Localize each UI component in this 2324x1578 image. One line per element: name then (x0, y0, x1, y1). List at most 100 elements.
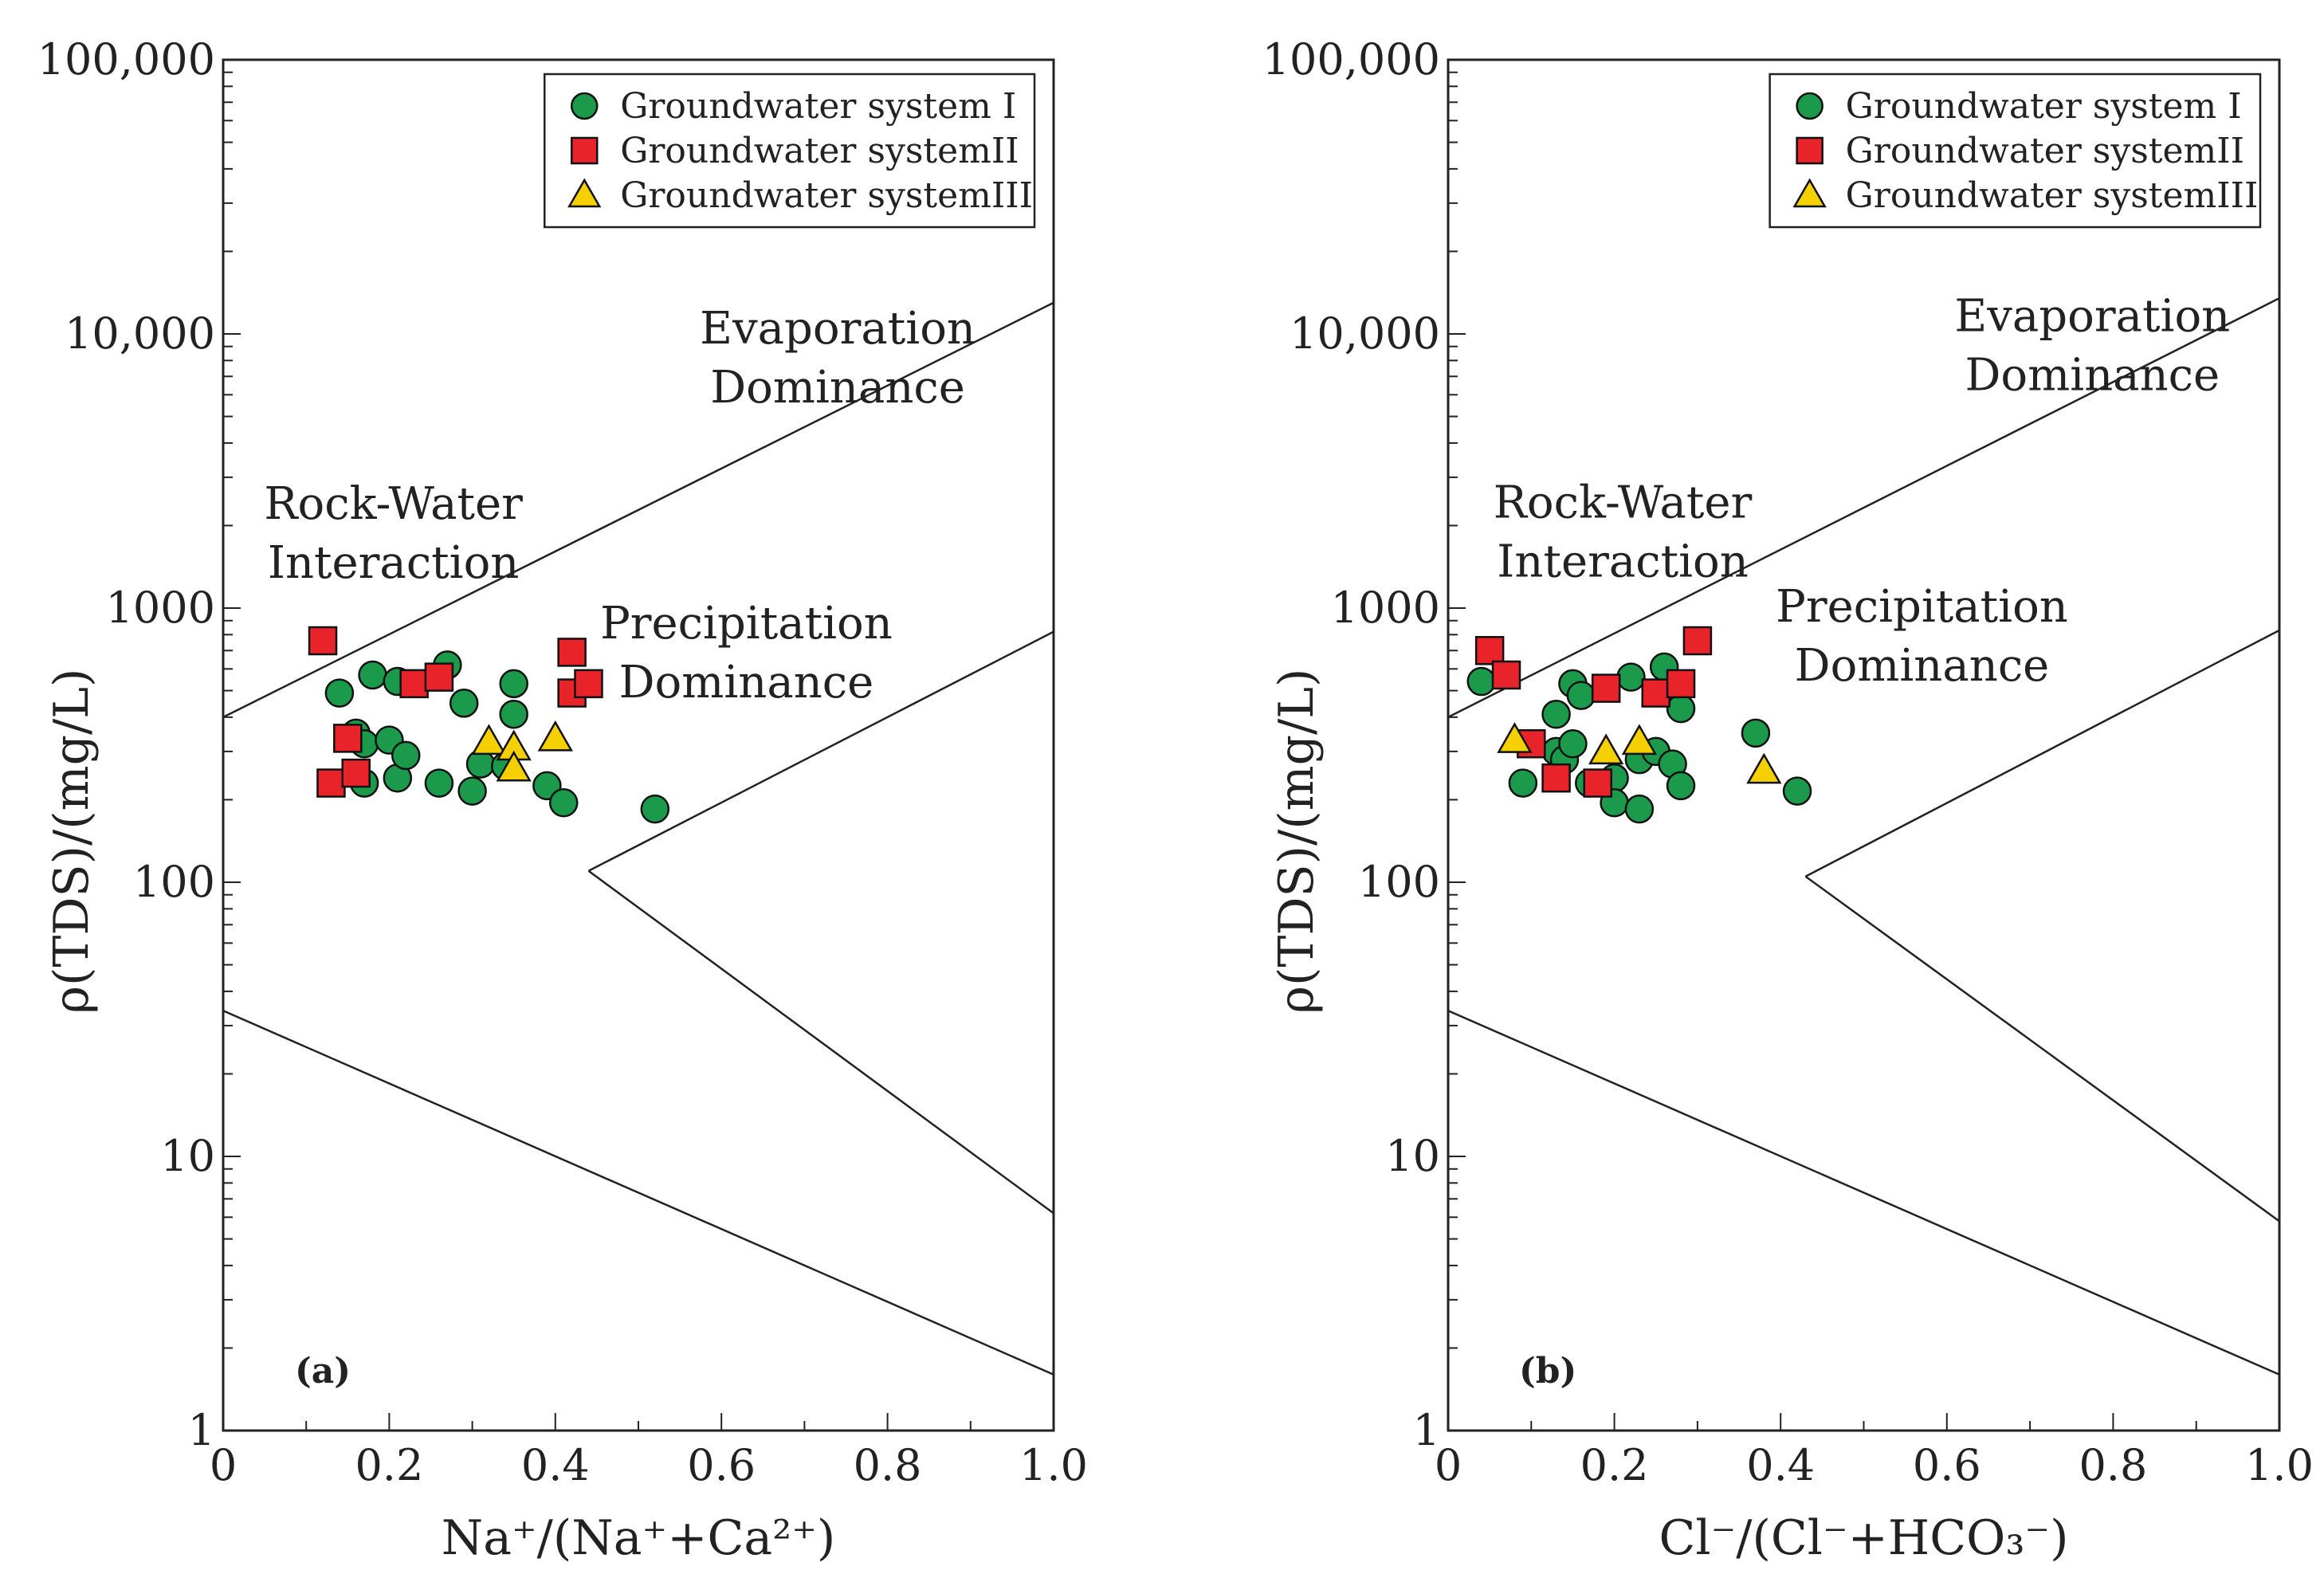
series-1 (1466, 652, 1812, 824)
y-tick-label: 1 (188, 1405, 215, 1455)
legend-box (1769, 73, 2262, 229)
data-point-square (333, 724, 363, 753)
data-point-circle (499, 699, 528, 729)
region-label-evaporation: Evaporation (700, 303, 976, 355)
data-point-circle (1782, 776, 1812, 806)
legend-marker-triangle (567, 178, 602, 208)
y-tick-label: 10,000 (1290, 308, 1440, 359)
data-point-square (1591, 673, 1621, 703)
legend-marker-square (571, 136, 599, 165)
data-point-circle (449, 689, 479, 718)
x-tick-label: 0.4 (1746, 1440, 1815, 1490)
series-3 (471, 720, 573, 782)
data-point-circle (1666, 771, 1696, 801)
x-tick-label: 0.8 (2079, 1440, 2147, 1490)
data-point-square (308, 626, 338, 656)
y-tick-label: 10,000 (65, 308, 215, 359)
boundary-line (587, 869, 1054, 1215)
data-point-circle (1508, 768, 1538, 798)
data-point-circle (457, 776, 487, 806)
data-point-circle (1466, 666, 1496, 697)
legend-box (544, 73, 1036, 229)
x-axis-label: Na⁺/(Na⁺+Ca²⁺) (442, 1510, 836, 1566)
data-point-circle (358, 660, 387, 690)
region-label-evaporation: Evaporation (1954, 291, 2230, 343)
y-tick-label: 1 (1413, 1405, 1440, 1455)
boundary-line (222, 1010, 1054, 1376)
legend-marker-square (1796, 136, 1823, 165)
series-2 (1474, 626, 1713, 798)
x-axis-label: Cl⁻/(Cl⁻+HCO₃⁻) (1659, 1510, 2069, 1566)
x-tick-label: 0.6 (687, 1440, 756, 1490)
data-point-square (399, 669, 429, 699)
y-tick-label: 10 (1385, 1131, 1440, 1181)
y-tick-label: 100 (1358, 857, 1440, 907)
boundary-lines (222, 301, 1054, 1376)
x-tick-label: 0 (1435, 1440, 1462, 1490)
data-point-circle (1616, 662, 1646, 692)
legend-label: Groundwater system Ⅰ (620, 86, 1016, 127)
region-label-rock: Interaction (1497, 536, 1749, 587)
y-tick-label: 100,000 (37, 34, 215, 84)
legend-marker-circle (571, 92, 599, 120)
data-point-square (1682, 626, 1713, 656)
data-point-circle (1666, 693, 1696, 724)
boundary-line (1447, 297, 2280, 719)
legend-label: Groundwater system Ⅰ (1846, 86, 2242, 127)
boundary-line (222, 301, 1054, 719)
data-point-circle (324, 678, 355, 708)
data-point-triangle (537, 720, 573, 752)
x-tick-label: 1.0 (2245, 1440, 2314, 1490)
y-tick-label: 100,000 (1262, 34, 1440, 84)
data-point-square (1491, 660, 1521, 690)
boundary-line (1804, 629, 2280, 877)
x-tick-label: 0.2 (355, 1440, 423, 1490)
legend-label: Groundwater systemIII (620, 175, 1033, 216)
data-point-circle (391, 740, 421, 771)
data-point-triangle (1621, 724, 1658, 756)
region-label-precipitation: Precipitation (1776, 581, 2068, 633)
series-1 (324, 650, 670, 824)
legend-label: Groundwater systemII (1846, 131, 2244, 171)
boundary-line (587, 630, 1054, 872)
y-tick-label: 10 (160, 1131, 215, 1181)
series-2 (308, 626, 603, 798)
y-axis-label: ρ(TDS)/(mg/L) (44, 669, 100, 1015)
y-tick-label: 1000 (1331, 583, 1440, 633)
data-point-triangle (1497, 722, 1533, 753)
series-3 (1497, 722, 1782, 784)
data-point-circle (1566, 681, 1596, 710)
data-point-square (424, 662, 454, 692)
x-tick-label: 0 (210, 1440, 237, 1490)
data-point-square (557, 638, 587, 667)
data-point-square (1583, 768, 1612, 798)
y-axis-label: ρ(TDS)/(mg/L) (1269, 669, 1325, 1015)
legend-label: Groundwater systemIII (1846, 175, 2259, 216)
data-point-square (574, 669, 603, 699)
data-point-square (341, 758, 371, 788)
x-tick-label: 0.2 (1580, 1440, 1649, 1490)
x-axis-ticks (222, 1413, 1054, 1431)
data-point-circle (499, 669, 528, 699)
data-point-circle (1741, 718, 1771, 748)
region-label-evaporation: Dominance (710, 362, 965, 414)
region-label-precipitation: Dominance (1795, 640, 2050, 692)
boundary-line (1447, 1010, 2280, 1376)
x-tick-label: 0.6 (1913, 1440, 1981, 1490)
data-point-triangle (1588, 733, 1624, 765)
region-label-precipitation: Dominance (619, 657, 874, 709)
legend: Groundwater system Ⅰ Groundwater systemII… (544, 73, 1036, 229)
x-tick-label: 1.0 (1019, 1440, 1088, 1490)
x-tick-label: 0.8 (854, 1440, 922, 1490)
data-point-triangle (496, 750, 532, 782)
panel-label: (b) (1519, 1351, 1576, 1392)
data-point-circle (424, 768, 454, 798)
x-axis-ticks (1447, 1413, 2280, 1431)
data-point-circle (548, 787, 579, 818)
boundary-lines (1447, 297, 2280, 1376)
legend-marker-triangle (1792, 178, 1827, 208)
data-point-circle (640, 794, 670, 824)
boundary-line (1804, 875, 2280, 1223)
x-tick-label: 0.4 (521, 1440, 590, 1490)
